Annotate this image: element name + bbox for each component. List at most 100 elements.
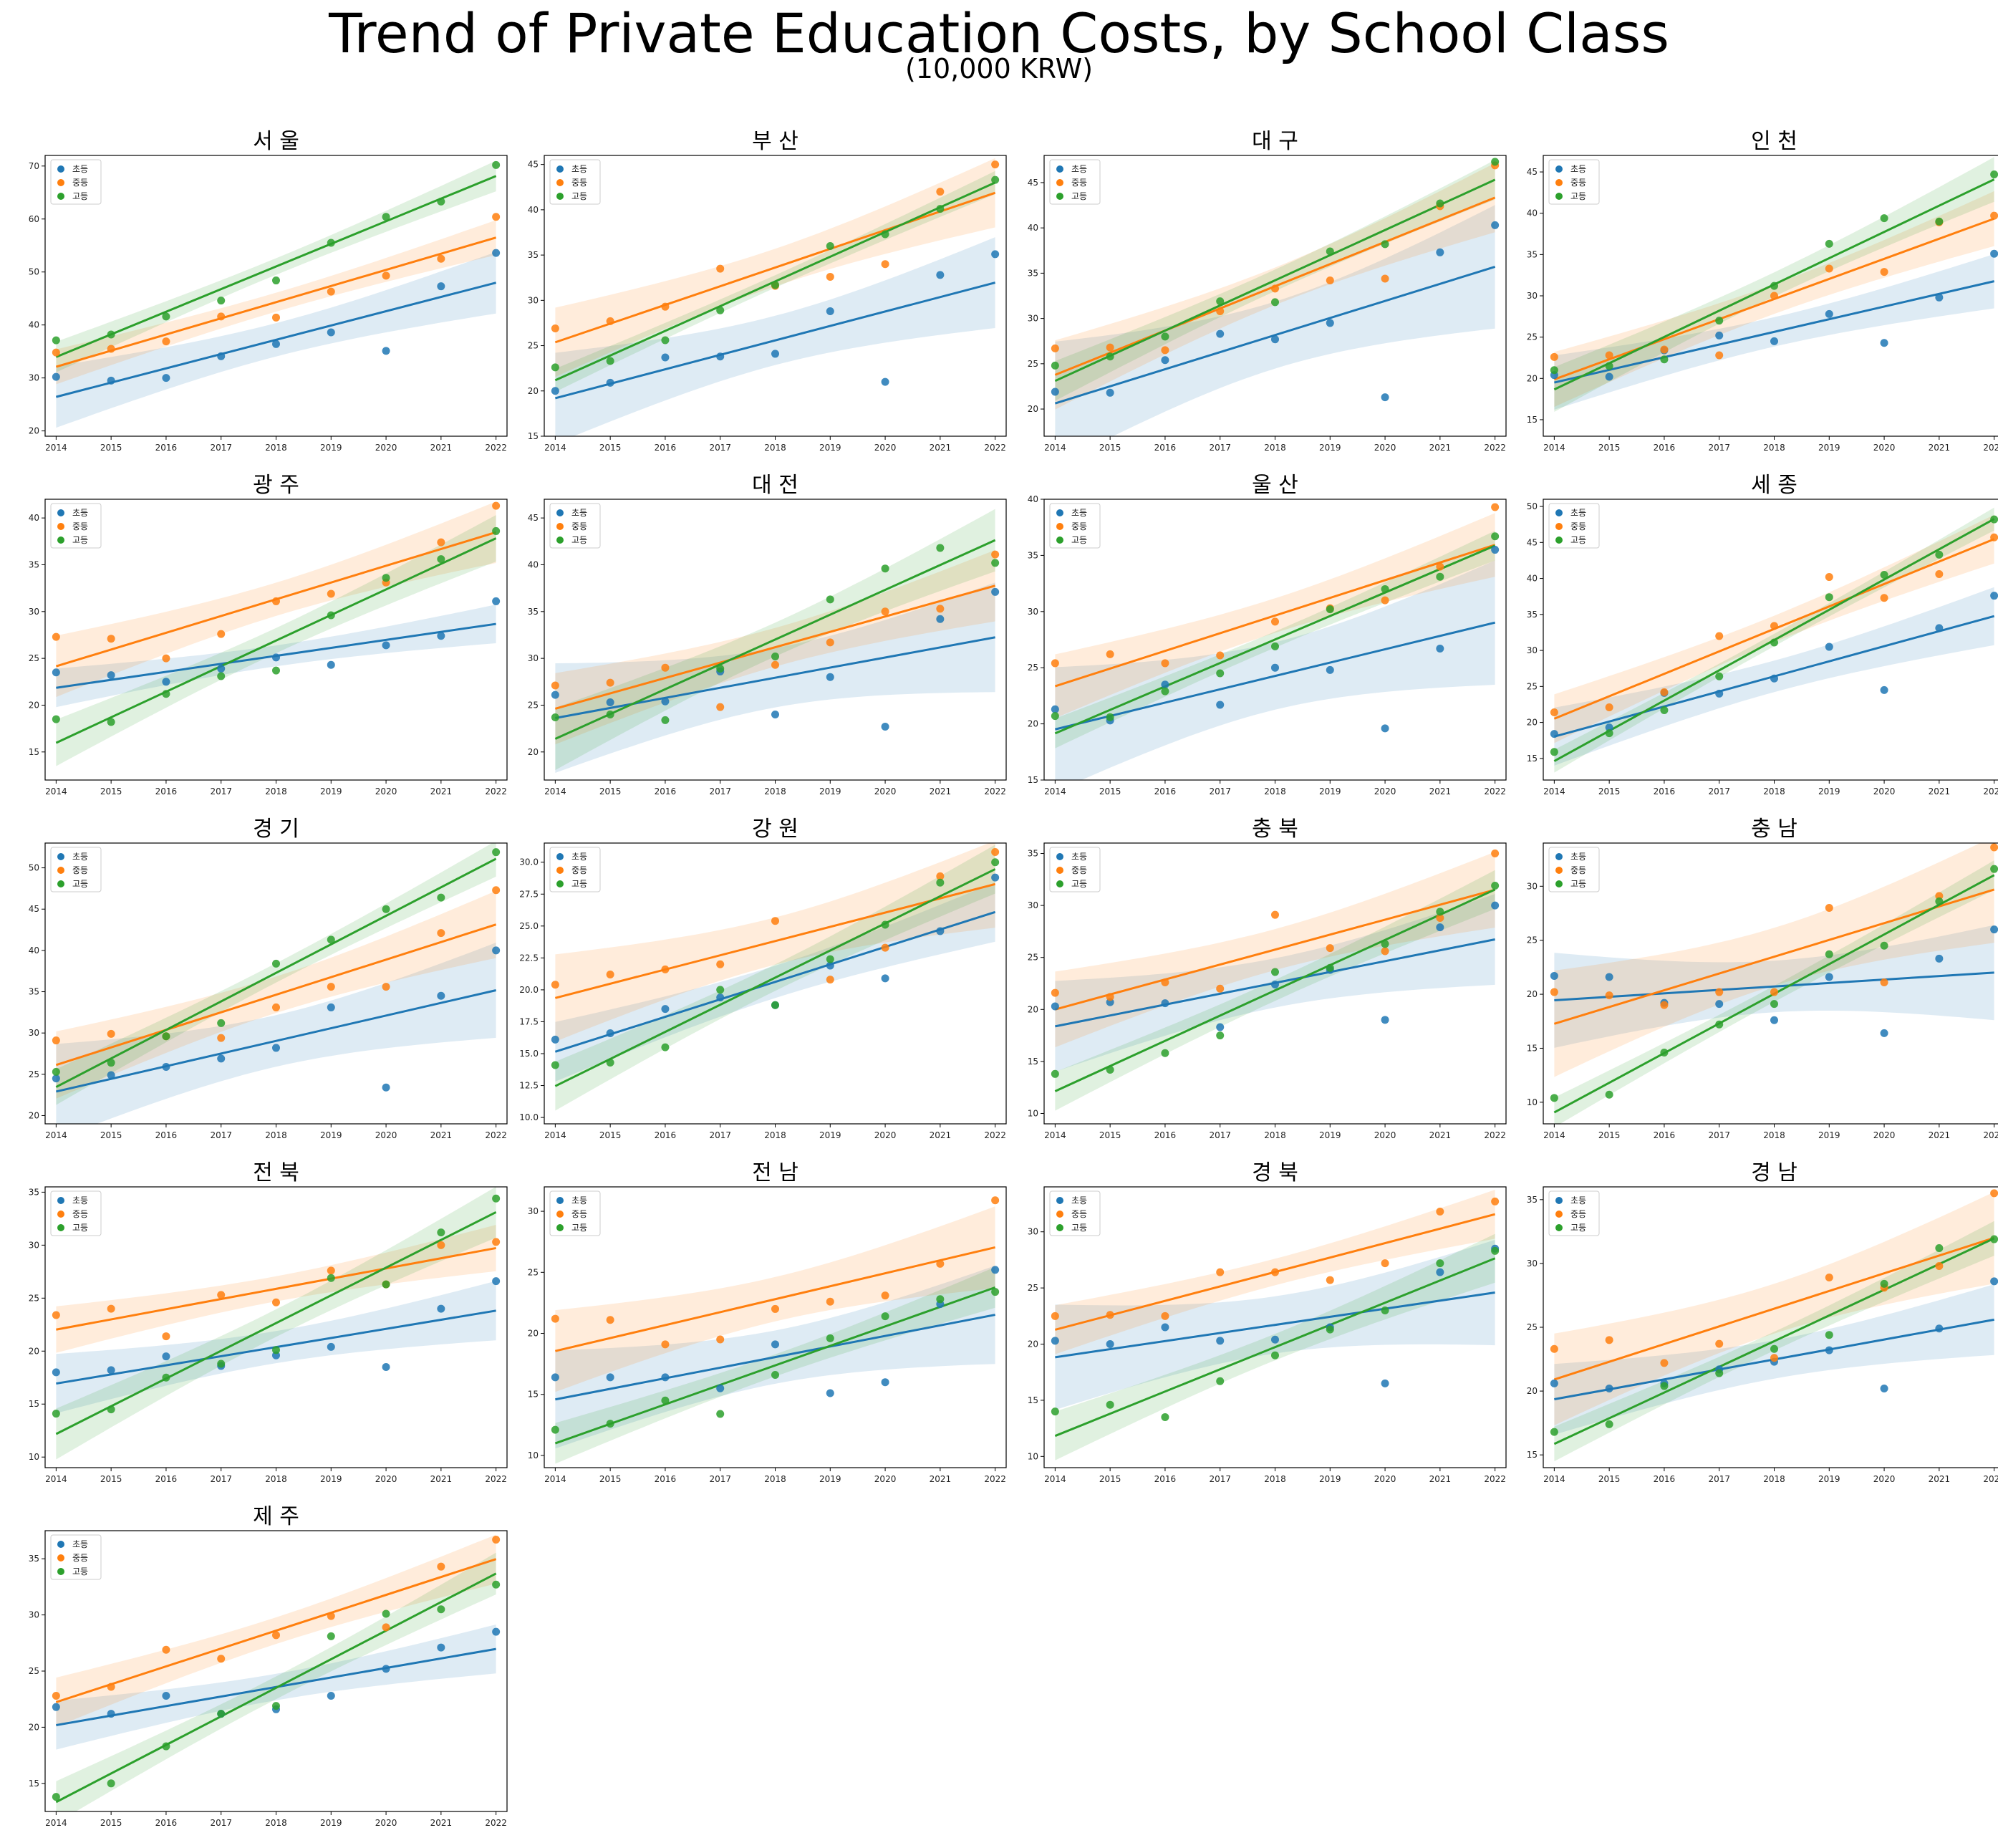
y-tick-label: 30 [1527, 291, 1538, 301]
legend-marker [1056, 867, 1063, 874]
panel-12: 전 북 2014 2015 2016 2017 2018 2019 2020 2021 2022 1… [2, 1144, 514, 1496]
legend-marker [556, 880, 564, 887]
data-point-초등-2019 [327, 660, 335, 669]
data-point-중등-2019 [327, 287, 335, 296]
data-point-초등-2021 [1935, 293, 1944, 302]
data-point-고등-2021 [437, 1228, 445, 1237]
legend-marker [57, 1224, 64, 1231]
panel-7: 세 종 2014 2015 2016 2017 2018 2019 2020 2021 2022 1… [1500, 456, 1998, 808]
x-tick-label: 2015 [1099, 443, 1121, 453]
x-tick-label: 2020 [1873, 786, 1896, 797]
x-tick-label: 2020 [375, 1130, 397, 1140]
data-point-초등-2014 [52, 1074, 60, 1083]
data-point-중등-2021 [936, 605, 945, 613]
data-point-초등-2015 [1605, 973, 1613, 981]
data-point-초등-2015 [1106, 1340, 1114, 1349]
x-tick-label: 2021 [930, 1474, 952, 1484]
data-point-초등-2022 [991, 587, 1000, 596]
y-tick-label: 15 [29, 1779, 39, 1789]
legend-marker [1555, 867, 1563, 874]
regression-line-고등 [1054, 178, 1496, 382]
data-point-초등-2019 [826, 1389, 834, 1397]
legend-label: 중등 [1071, 178, 1087, 188]
data-point-중등-2014 [52, 632, 60, 641]
x-tick-label: 2018 [265, 1474, 287, 1484]
x-tick-label: 2021 [1929, 1474, 1951, 1484]
data-point-고등-2021 [437, 555, 445, 564]
data-point-중등-2014 [52, 1311, 60, 1319]
figure-subtitle: (10,000 KRW) [904, 53, 1094, 85]
data-point-초등-2021 [936, 271, 945, 279]
regression-line-고등 [55, 175, 497, 358]
data-point-고등-2015 [107, 1405, 115, 1414]
data-point-초등-2020 [1880, 1385, 1888, 1393]
data-point-초등-2020 [382, 641, 390, 650]
legend-label: 초등 [571, 852, 587, 862]
data-point-초등-2022 [1990, 925, 1998, 934]
x-tick-label: 2014 [1044, 786, 1066, 797]
data-point-초등-2020 [881, 377, 889, 386]
data-point-고등-2022 [1990, 1235, 1998, 1243]
x-tick-label: 2022 [1484, 1130, 1506, 1140]
x-tick-label: 2021 [1929, 1130, 1951, 1140]
y-tick-label: 35 [1527, 1195, 1538, 1205]
data-point-고등-2018 [771, 281, 779, 289]
data-point-중등-2021 [1436, 1207, 1444, 1216]
panel-svg: 세 종 2014 2015 2016 2017 2018 2019 2020 2021 2022 1… [1527, 473, 1998, 797]
data-point-고등-2020 [1880, 214, 1888, 223]
data-point-초등-2019 [1825, 1346, 1833, 1354]
regression-line-중등 [56, 1246, 496, 1331]
data-point-고등-2015 [606, 711, 614, 719]
y-tick-label: 35 [29, 987, 39, 997]
data-point-초등-2016 [1161, 999, 1169, 1008]
data-point-중등-2014 [551, 1314, 559, 1323]
regression-line-초등 [554, 281, 996, 400]
legend-label: 초등 [72, 852, 88, 862]
y-tick-label: 25 [1527, 935, 1538, 945]
data-point-중등-2020 [1381, 1259, 1389, 1268]
data-point-초등-2019 [1326, 665, 1334, 674]
data-point-고등-2022 [991, 559, 1000, 567]
data-point-중등-2014 [1051, 988, 1059, 997]
data-point-고등-2018 [1770, 1000, 1778, 1009]
regression-line-초등 [554, 910, 996, 1053]
data-point-중등-2016 [661, 1340, 670, 1349]
panel-svg: 대 구 2014 2015 2016 2017 2018 2019 2020 2021 2022 2… [1028, 129, 1507, 453]
x-tick-label: 2020 [874, 443, 897, 453]
data-point-중등-2021 [1436, 562, 1444, 571]
panel-title: 세 종 [1751, 473, 1797, 498]
legend-marker [57, 1541, 64, 1548]
data-point-중등-2019 [1326, 1276, 1334, 1284]
regression-line-중등 [555, 1246, 995, 1352]
data-point-고등-2015 [107, 1059, 115, 1067]
x-tick-label: 2018 [1264, 1130, 1286, 1140]
legend-marker [1056, 509, 1063, 516]
x-tick-label: 2018 [764, 1474, 786, 1484]
data-point-고등-2016 [661, 1043, 670, 1051]
x-tick-label: 2020 [1374, 1130, 1396, 1140]
legend-label: 고등 [571, 535, 587, 545]
data-point-고등-2017 [217, 297, 226, 305]
data-point-고등-2020 [1381, 584, 1389, 593]
data-point-고등-2014 [1051, 361, 1059, 370]
x-tick-label: 2017 [1209, 443, 1231, 453]
data-point-중등-2022 [991, 1196, 1000, 1205]
legend-label: 중등 [571, 521, 587, 531]
data-point-중등-2020 [1381, 947, 1389, 956]
data-point-중등-2021 [437, 929, 445, 938]
legend-marker [57, 179, 64, 186]
legend-marker [1056, 536, 1063, 544]
x-tick-label: 2021 [930, 1130, 952, 1140]
x-tick-label: 2020 [1873, 1130, 1896, 1140]
y-tick-label: 25 [1028, 1283, 1038, 1293]
panel-svg: 경 기 2014 2015 2016 2017 2018 2019 2020 2021 2022 2… [29, 817, 508, 1140]
legend-marker [57, 536, 64, 544]
data-point-고등-2022 [492, 1580, 501, 1589]
data-point-고등-2020 [1880, 1279, 1888, 1288]
data-point-중등-2022 [1990, 843, 1998, 852]
data-point-고등-2018 [272, 276, 280, 285]
data-point-중등-2016 [162, 1645, 170, 1654]
